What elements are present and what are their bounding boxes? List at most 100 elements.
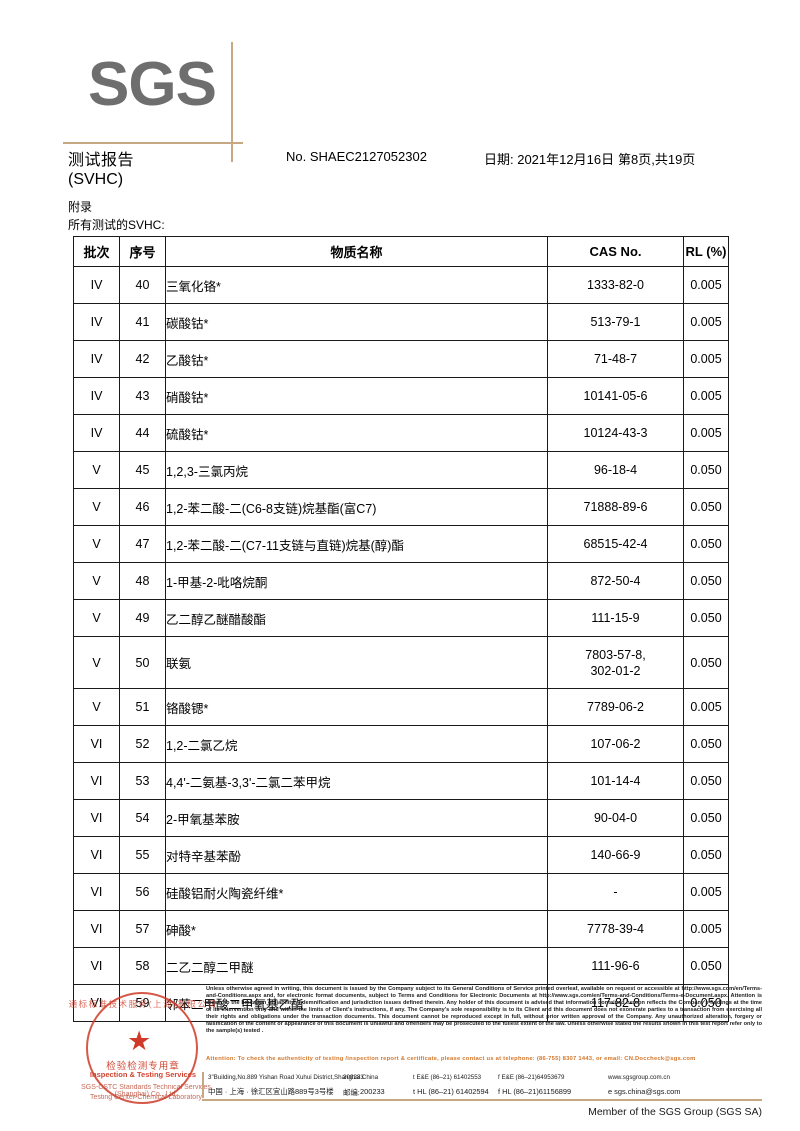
table-row: IV 44 硫酸钴* 10124-43-3 0.005	[73, 414, 729, 452]
cell-substance-name: 1,2-二氯乙烷	[165, 725, 548, 763]
seal-chinese-text: 检验检测专用章	[106, 1061, 180, 1072]
appendix-label: 附录	[68, 200, 93, 214]
column-header-batch: 批次	[73, 236, 120, 267]
cell-index: 49	[119, 599, 166, 637]
fax-ee: f E&E (86–21)64953679	[498, 1074, 565, 1081]
sgs-group-membership: Member of the SGS Group (SGS SA)	[588, 1106, 762, 1118]
cell-cas-no: 10141-05-6	[547, 377, 684, 415]
logo-vertical-rule	[231, 42, 233, 162]
cell-rl: 0.050	[683, 488, 729, 526]
table-header-row: 批次 序号 物质名称 CAS No. RL (%)	[73, 236, 729, 267]
cell-cas-no: 7778-39-4	[547, 910, 684, 948]
cell-substance-name: 2-甲氧基苯胺	[165, 799, 548, 837]
cell-cas-no: 68515-42-4	[547, 525, 684, 563]
cell-index: 55	[119, 836, 166, 874]
table-row: VI 57 砷酸* 7778-39-4 0.005	[73, 910, 729, 948]
email-link[interactable]: e sgs.china@sgs.com	[608, 1087, 681, 1096]
cell-rl: 0.005	[683, 873, 729, 911]
inspection-seal-stamp: 通标标准技术服务(上海)有限公司 ★ 检验检测专用章 Inspection & …	[68, 988, 218, 1104]
cell-cas-no: 7803-57-8, 302-01-2	[547, 636, 684, 689]
page-title: 测试报告	[68, 152, 135, 169]
attention-notice-text: Attention: To check the authenticity of …	[206, 1056, 696, 1062]
seal-footer-line-2: Testing Center-Chemical Laboratory	[89, 1094, 203, 1101]
column-header-substance-name: 物质名称	[165, 236, 548, 267]
cell-cas-no: 71888-89-6	[547, 488, 684, 526]
footer-address-block: 3"Building,No.889 Yishan Road Xuhui Dist…	[208, 1072, 764, 1098]
seal-footer-line-1: SGS-CSTC Standards Technical Services (S…	[81, 1084, 211, 1098]
cell-rl: 0.050	[683, 636, 729, 689]
address-chinese: 中国 · 上海 · 徐汇区宜山路889号3号楼	[208, 1087, 334, 1096]
page-subtitle: (SVHC)	[68, 171, 124, 188]
cell-batch: V	[73, 525, 120, 563]
table-row: V 45 1,2,3-三氯丙烷 96-18-4 0.050	[73, 451, 729, 489]
seal-circle-outline	[86, 992, 198, 1104]
table-row: V 51 铬酸锶* 7789-06-2 0.005	[73, 688, 729, 726]
cell-cas-no: 513-79-1	[547, 303, 684, 341]
cell-substance-name: 4,4'-二氨基-3,3'-二氯二苯甲烷	[165, 762, 548, 800]
table-row: V 46 1,2-苯二酸-二(C6-8支链)烷基酯(富C7) 71888-89-6 0.…	[73, 488, 729, 526]
cell-index: 45	[119, 451, 166, 489]
table-row: VI 58 二乙二醇二甲醚 111-96-6 0.050	[73, 947, 729, 985]
column-header-rl: RL (%)	[683, 236, 729, 267]
postcode-english: 200233	[343, 1074, 364, 1081]
cell-rl: 0.005	[683, 340, 729, 378]
table-row: VI 59 邻苯二甲酸二甲氧基乙酯 117-82-8 0.050	[73, 984, 729, 1022]
cell-cas-no: 111-15-9	[547, 599, 684, 637]
cell-index: 41	[119, 303, 166, 341]
cell-substance-name: 对特辛基苯酚	[165, 836, 548, 874]
cell-index: 44	[119, 414, 166, 452]
cell-batch: IV	[73, 303, 120, 341]
column-header-cas-no: CAS No.	[547, 236, 684, 267]
postcode-chinese: 200233	[360, 1087, 385, 1096]
cell-batch: V	[73, 688, 120, 726]
website-link[interactable]: www.sgsgroup.com.cn	[608, 1074, 670, 1081]
cell-rl: 0.050	[683, 599, 729, 637]
cell-substance-name: 硅酸铝耐火陶瓷纤维*	[165, 873, 548, 911]
cell-cas-no: 101-14-4	[547, 762, 684, 800]
cell-cas-no: 71-48-7	[547, 340, 684, 378]
cell-cas-no: 140-66-9	[547, 836, 684, 874]
cell-substance-name: 三氧化铬*	[165, 266, 548, 304]
cell-batch: VI	[73, 799, 120, 837]
telephone-ee: t E&E (86–21) 61402553	[413, 1074, 482, 1081]
cell-batch: V	[73, 488, 120, 526]
postcode-chinese-label: 邮编:	[343, 1088, 360, 1097]
table-row: IV 41 碳酸钴* 513-79-1 0.005	[73, 303, 729, 341]
logo-horizontal-rule	[63, 142, 243, 144]
cell-substance-name: 1,2-苯二酸-二(C6-8支链)烷基酯(富C7)	[165, 488, 548, 526]
address-english: 3"Building,No.889 Yishan Road Xuhui Dist…	[208, 1074, 379, 1081]
cell-substance-name: 碳酸钴*	[165, 303, 548, 341]
cell-cas-no: 872-50-4	[547, 562, 684, 600]
cell-index: 48	[119, 562, 166, 600]
address-row-english: 3"Building,No.889 Yishan Road Xuhui Dist…	[208, 1072, 764, 1085]
star-icon: ★	[127, 1026, 152, 1056]
column-header-index: 序号	[119, 236, 166, 267]
cell-cas-no: 117-82-8	[547, 984, 684, 1022]
cell-batch: VI	[73, 947, 120, 985]
cell-cas-no: 107-06-2	[547, 725, 684, 763]
cell-batch: VI	[73, 836, 120, 874]
cell-index: 47	[119, 525, 166, 563]
telephone-hl: t HL (86–21) 61402594	[413, 1087, 489, 1096]
cell-substance-name: 1,2-苯二酸-二(C7-11支链与直链)烷基(醇)酯	[165, 525, 548, 563]
appendix-note: 所有测试的SVHC:	[68, 218, 165, 232]
cell-index: 43	[119, 377, 166, 415]
cell-rl: 0.050	[683, 562, 729, 600]
table-row: VI 54 2-甲氧基苯胺 90-04-0 0.050	[73, 799, 729, 837]
cell-batch: VI	[73, 910, 120, 948]
table-row: V 50 联氨 7803-57-8, 302-01-2 0.050	[73, 636, 729, 689]
cell-index: 54	[119, 799, 166, 837]
cell-rl: 0.005	[683, 414, 729, 452]
cell-rl: 0.050	[683, 984, 729, 1022]
cell-rl: 0.050	[683, 525, 729, 563]
cell-substance-name: 二乙二醇二甲醚	[165, 947, 548, 985]
cell-rl: 0.050	[683, 799, 729, 837]
table-row: VI 55 对特辛基苯酚 140-66-9 0.050	[73, 836, 729, 874]
fax-hl: f HL (86–21)61156899	[498, 1087, 572, 1096]
cell-rl: 0.050	[683, 947, 729, 985]
table-row: VI 52 1,2-二氯乙烷 107-06-2 0.050	[73, 725, 729, 763]
cell-rl: 0.005	[683, 266, 729, 304]
cell-index: 52	[119, 725, 166, 763]
footer-horizontal-rule	[202, 1099, 762, 1101]
page-indicator: 第8页,共19页	[618, 152, 696, 167]
